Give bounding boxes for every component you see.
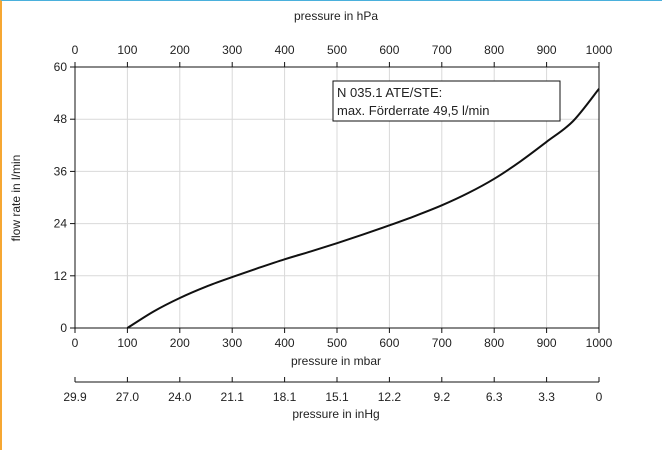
inhg-axis-tick-label: 9.2	[433, 390, 450, 404]
top-axis-tick-label: 200	[170, 43, 190, 57]
y-axis-title: flow rate in l/min	[9, 155, 23, 242]
top-axis-tick-label: 700	[432, 43, 452, 57]
y-axis-tick-label: 36	[54, 164, 68, 178]
inhg-axis-tick-label: 15.1	[325, 390, 349, 404]
legend-box: N 035.1 ATE/STE: max. Förderrate 49,5 l/…	[332, 80, 561, 122]
bottom-axis-tick-label: 1000	[586, 336, 613, 350]
inhg-axis-tick-label: 24.0	[168, 390, 192, 404]
top-axis-title: pressure in hPa	[294, 9, 378, 23]
inhg-axis-tick-label: 21.1	[221, 390, 245, 404]
y-axis-tick-label: 0	[60, 321, 67, 335]
bottom-axis-tick-label: 800	[484, 336, 504, 350]
y-axis-tick-label: 12	[54, 269, 68, 283]
bottom-axis-title: pressure in mbar	[291, 354, 381, 368]
y-axis-tick-label: 60	[54, 60, 68, 74]
top-axis-tick-label: 1000	[586, 43, 613, 57]
legend-line-1: N 035.1 ATE/STE:	[337, 85, 442, 100]
top-axis: 0 100 200 300 400 500 600 700 800 900 1000	[72, 43, 613, 67]
bottom-axis-tick-label: 300	[222, 336, 242, 350]
bottom-axis-tick-label: 700	[432, 336, 452, 350]
y-axis-tick-label: 24	[54, 217, 68, 231]
top-axis-tick-label: 900	[537, 43, 557, 57]
bottom-axis-tick-label: 900	[537, 336, 557, 350]
bottom-axis-tick-label: 100	[117, 336, 137, 350]
inhg-axis-tick-label: 27.0	[116, 390, 140, 404]
y-axis: 0 12 24 36 48 60	[54, 60, 75, 335]
top-axis-tick-label: 500	[327, 43, 347, 57]
bottom-axis-tick-label: 600	[379, 336, 399, 350]
bottom-axis-tick-label: 400	[275, 336, 295, 350]
top-axis-tick-label: 400	[275, 43, 295, 57]
inhg-axis-tick-label: 0	[596, 390, 603, 404]
bottom-axis-tick-label: 200	[170, 336, 190, 350]
inhg-axis-tick-label: 29.9	[63, 390, 87, 404]
inhg-axis: 29.9 27.0 24.0 21.1 18.1 15.1 12.2 9.2 6.3 3.3 0	[63, 377, 603, 404]
bottom-axis: 0 100 200 300 400 500 600 700 800 900 1000	[72, 328, 613, 350]
inhg-axis-tick-label: 3.3	[538, 390, 555, 404]
y-axis-tick-label: 48	[54, 112, 68, 126]
top-axis-tick-label: 0	[72, 43, 79, 57]
inhg-axis-tick-label: 12.2	[378, 390, 402, 404]
top-axis-tick-label: 800	[484, 43, 504, 57]
top-axis-tick-label: 300	[222, 43, 242, 57]
inhg-axis-tick-label: 6.3	[486, 390, 503, 404]
inhg-axis-title: pressure in inHg	[292, 407, 379, 421]
legend-line-2: max. Förderrate 49,5 l/min	[337, 103, 489, 118]
flow-rate-curve	[126, 88, 600, 329]
inhg-axis-tick-label: 18.1	[273, 390, 297, 404]
top-axis-tick-label: 100	[117, 43, 137, 57]
top-axis-tick-label: 600	[379, 43, 399, 57]
bottom-axis-tick-label: 500	[327, 336, 347, 350]
bottom-axis-tick-label: 0	[72, 336, 79, 350]
